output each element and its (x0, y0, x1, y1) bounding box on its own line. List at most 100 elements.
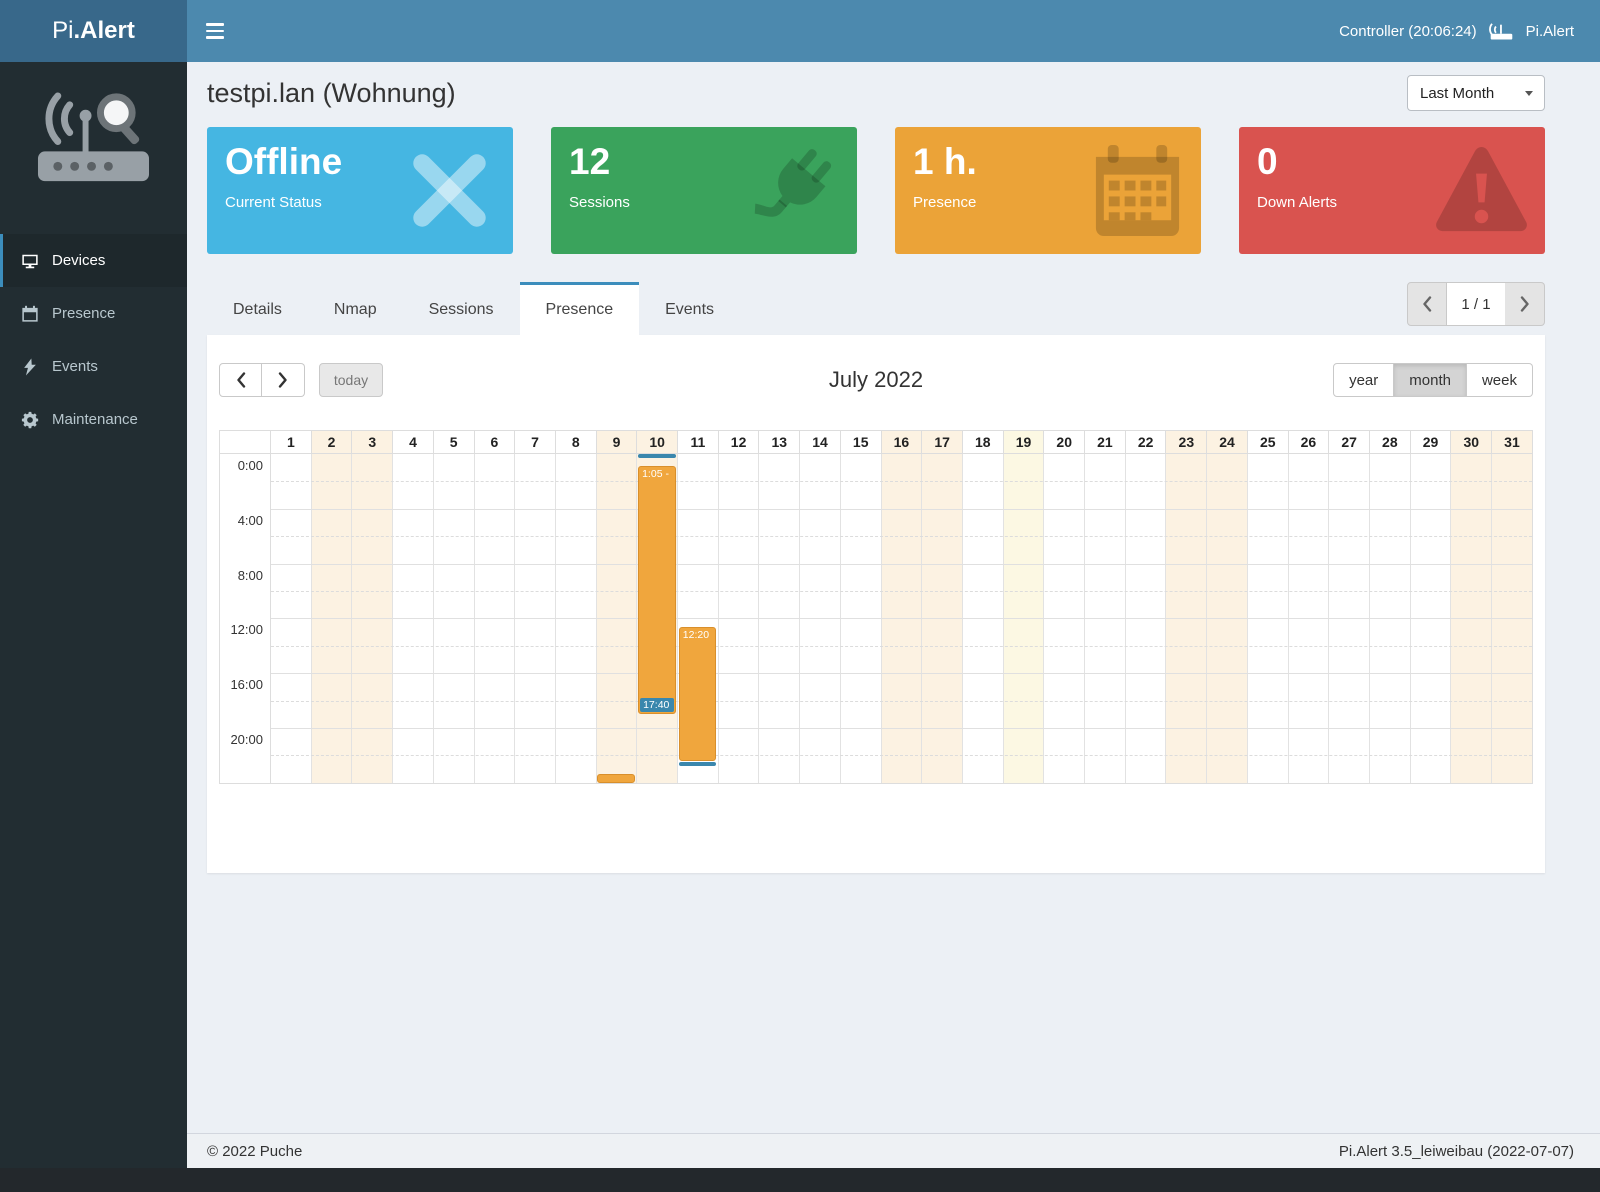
calendar-view-week-button[interactable]: week (1466, 363, 1533, 397)
calendar-day-header-24: 24 (1206, 431, 1247, 453)
calendar-event-day-11[interactable] (678, 761, 717, 767)
calendar-event-day-11[interactable]: 12:20 (678, 626, 717, 761)
pager-label: 1 / 1 (1447, 282, 1505, 326)
calendar-day-header-23: 23 (1165, 431, 1207, 453)
period-select-value: Last Month (1420, 84, 1495, 102)
sidebar-item-label: Maintenance (52, 411, 138, 428)
top-navbar: Controller (20:06:24) Pi.Alert (187, 0, 1600, 62)
presence-calendar: 1 2 3 4 5 6 7 8 9 10 11 12 13 14 15 16 17 18 19 20 21 22 23 24 2… (219, 430, 1533, 784)
calendar-day-header-31: 31 (1491, 431, 1532, 453)
calendar-grid: 1:05 - 17:40 12:20 (271, 454, 1532, 783)
calendar-time-label: 4:00 (237, 512, 263, 528)
calendar-event-day-10[interactable] (638, 454, 676, 459)
calendar-prev-button[interactable] (219, 363, 262, 397)
calendar-time-axis: 0:00 4:00 8:00 12:00 16:00 20:00 (220, 454, 271, 783)
events-icon (20, 357, 39, 376)
sidebar-item-events[interactable]: Events (0, 340, 187, 393)
footer: © 2022 Puche Pi.Alert 3.5_leiweibau (202… (187, 1133, 1600, 1168)
stat-card-label: Sessions (569, 193, 630, 211)
stat-card-value: 12 (569, 141, 611, 182)
sidebar-item-label: Presence (52, 305, 116, 322)
calendar-day-header-1: 1 (286, 434, 295, 450)
calendar-time-label: 20:00 (230, 732, 263, 747)
caret-down-icon (1525, 90, 1533, 96)
presence-icon (20, 304, 39, 323)
calendar-day-header-14: 14 (799, 431, 840, 453)
calendar-time-label: 16:00 (230, 677, 263, 693)
calendar-day-header-25: 25 (1246, 431, 1288, 453)
calendar-day-header-4: 4 (392, 431, 433, 453)
hamburger-icon (206, 23, 224, 26)
warning-icon (1432, 141, 1531, 240)
calendar-view-month-button[interactable]: month (1394, 363, 1467, 397)
calendar-day-header-6: 6 (473, 431, 515, 453)
topbar: Pi .Alert Controller (20:06:24) Pi. (0, 0, 1600, 62)
calendar-day-header-row: 1 2 3 4 5 6 7 8 9 10 11 12 13 14 15 16 17 18 19 20 21 22 23 24 2… (220, 431, 1532, 454)
calendar-body: 0:00 4:00 8:00 12:00 16:00 20:00 1:05 -17:40 1… (220, 454, 1532, 783)
pager-next-button[interactable] (1505, 282, 1545, 326)
stat-card-down-alerts: 0 Down Alerts (1239, 127, 1545, 254)
pager: 1 / 1 (1407, 282, 1545, 326)
pager-prev-button[interactable] (1407, 282, 1447, 326)
calendar-day-header-21: 21 (1084, 431, 1125, 453)
calendar-toolbar: today July 2022 year month week (219, 335, 1533, 397)
router-icon (1488, 21, 1515, 41)
app-name-link[interactable]: Pi.Alert (1525, 22, 1574, 40)
calendar-next-button[interactable] (262, 363, 305, 397)
chevron-right-icon (1520, 296, 1530, 312)
tab-events[interactable]: Events (665, 301, 715, 318)
calendar-view-year-button[interactable]: year (1333, 363, 1395, 397)
sidebar-item-presence[interactable]: Presence (0, 287, 187, 340)
stat-card-label: Presence (913, 193, 977, 211)
stat-card-sessions: 12 Sessions (551, 127, 857, 254)
tab-nmap[interactable]: Nmap (333, 301, 377, 318)
stat-card-label: Down Alerts (1257, 193, 1338, 211)
stat-card-value: 1 h. (913, 141, 977, 182)
calendar-time-label: 8:00 (237, 567, 263, 583)
calendar-day-header-8: 8 (554, 431, 596, 453)
calendar-event-day-9[interactable] (597, 773, 636, 783)
calendar-today-button[interactable]: today (319, 363, 383, 397)
calendar-time-label: 12:00 (230, 622, 263, 638)
calendar-day-header-19: 19 (1002, 431, 1044, 453)
controller-link[interactable]: Controller (20:06:24) (1339, 22, 1477, 40)
calendar-time-label: 0:00 (237, 458, 263, 473)
brand-prefix: Pi (52, 17, 74, 44)
maintenance-icon (20, 410, 39, 429)
footer-version: Pi.Alert 3.5_leiweibau (2022-07-07) (1338, 1142, 1574, 1160)
calendar-event-day-10[interactable]: 1:05 - 17:40 (638, 466, 676, 715)
pialert-logo-graphic (0, 62, 187, 220)
calendar-day-header-27: 27 (1328, 431, 1369, 453)
sidebar: Devices Presence Events Maintenance (0, 62, 187, 1168)
event-start-time: 12:20 (682, 628, 710, 641)
calendar-day-header-20: 20 (1043, 431, 1084, 453)
calendar-day-header-9: 9 (595, 431, 637, 453)
tab-presence[interactable]: Presence (519, 282, 640, 335)
tabs-row: Details Nmap Sessions Presence Events 1 / 1 (207, 282, 1545, 335)
stat-card-presence: 1 h. Presence (895, 127, 1201, 254)
sidebar-toggle-button[interactable] (187, 0, 243, 62)
chevron-right-icon (278, 372, 288, 388)
footer-copyright: © 2022 Puche (207, 1142, 303, 1160)
chevron-left-icon (1422, 296, 1432, 312)
calendar-day-header-15: 15 (839, 431, 881, 453)
event-start-time: 1:05 - (642, 468, 669, 481)
tab-details[interactable]: Details (233, 301, 282, 318)
plug-icon (744, 141, 843, 240)
sidebar-item-devices[interactable]: Devices (0, 234, 187, 287)
device-tabs: Details Nmap Sessions Presence Events (207, 282, 740, 335)
calendar-day-header-12: 12 (717, 431, 759, 453)
calendar-nav: today (219, 363, 383, 397)
calendar-axis-header (220, 431, 271, 453)
stat-card-label: Current Status (225, 193, 322, 211)
calendar-day-header-26: 26 (1287, 431, 1329, 453)
brand-logo[interactable]: Pi .Alert (0, 0, 187, 62)
period-select[interactable]: Last Month (1407, 75, 1545, 111)
sidebar-menu: Devices Presence Events Maintenance (0, 234, 187, 446)
tab-sessions[interactable]: Sessions (428, 301, 494, 318)
sidebar-item-maintenance[interactable]: Maintenance (0, 393, 187, 446)
calendar-day-header-10: 10 (636, 431, 678, 453)
calendar-day-header-11: 11 (677, 431, 718, 453)
